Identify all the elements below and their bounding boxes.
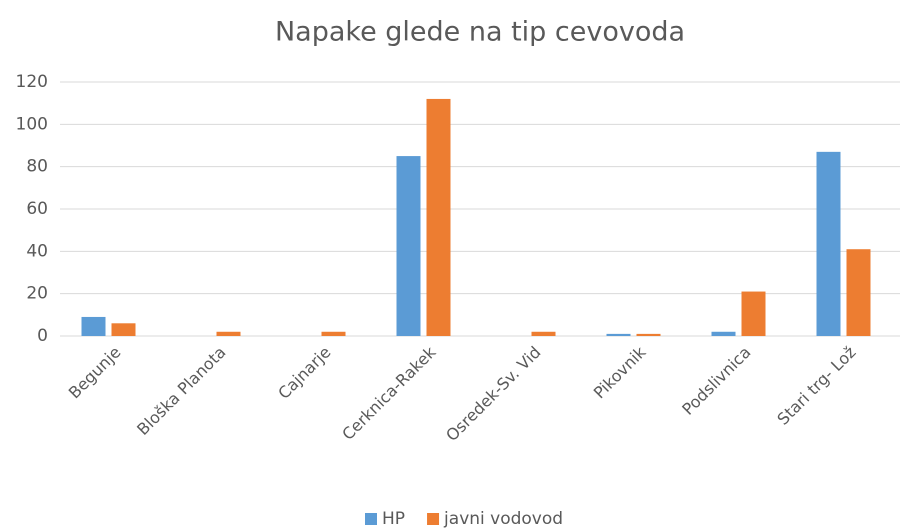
y-tick-label: 20 — [26, 284, 48, 304]
chart-title: Napake glede na tip cevovoda — [275, 17, 685, 48]
bar — [396, 156, 421, 336]
bar — [426, 98, 451, 336]
bar — [111, 323, 136, 336]
bar — [81, 316, 106, 336]
bar — [606, 333, 631, 336]
legend-label: javni vodovod — [443, 509, 563, 529]
y-tick-label: 60 — [26, 199, 48, 219]
bar — [216, 331, 241, 336]
y-tick-label: 80 — [26, 157, 48, 177]
bar — [321, 331, 346, 336]
legend-swatch — [427, 513, 440, 525]
y-tick-label: 100 — [16, 114, 48, 134]
bar — [846, 249, 871, 336]
y-tick-label: 40 — [26, 241, 48, 261]
bar — [741, 291, 766, 336]
bar — [636, 333, 661, 336]
bar — [711, 331, 736, 336]
y-tick-label: 0 — [37, 326, 48, 346]
bar — [816, 151, 841, 336]
legend-swatch — [365, 513, 377, 525]
y-tick-label: 120 — [16, 72, 48, 92]
bar — [531, 331, 556, 336]
legend-label: HP — [382, 509, 405, 529]
